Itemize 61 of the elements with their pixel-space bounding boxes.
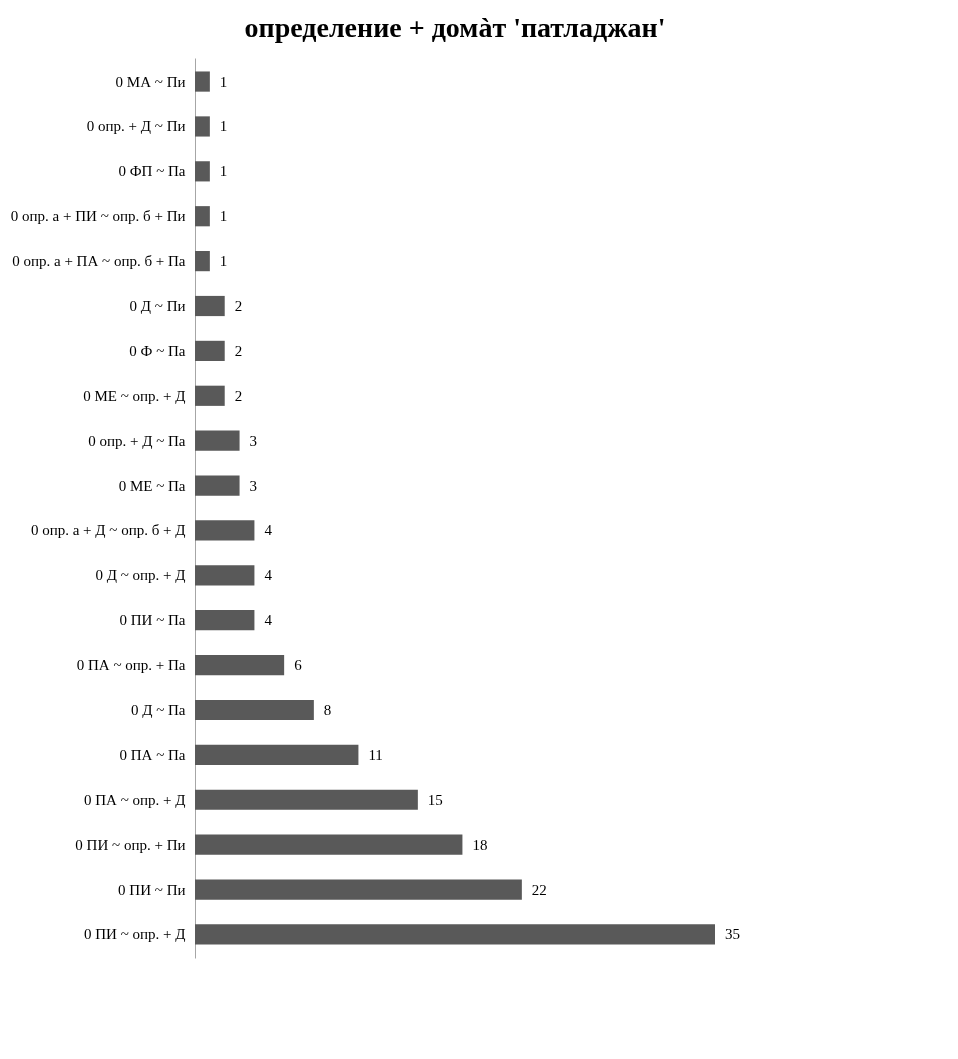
y-tick-label: 0 ПА ~ Па	[119, 746, 186, 763]
data-label: 4	[264, 522, 273, 539]
y-tick-label: 0 ФП ~ Па	[118, 163, 186, 180]
bar	[195, 565, 255, 586]
data-label: 2	[234, 342, 243, 359]
bar	[195, 789, 418, 810]
bar	[195, 879, 522, 900]
data-label: 2	[234, 387, 243, 404]
bar	[195, 71, 210, 92]
bar	[195, 924, 715, 945]
y-tick-label: 0 Д ~ Пи	[129, 298, 186, 315]
data-label: 1	[219, 253, 228, 270]
bar	[195, 430, 240, 451]
data-label: 1	[219, 73, 228, 90]
data-label: 4	[264, 612, 273, 629]
y-tick-label: 0 опр. а + ПА ~ опр. б + Па	[12, 253, 186, 270]
bar	[195, 116, 210, 137]
y-tick-label: 0 ПИ ~ Пи	[118, 881, 186, 898]
bar	[195, 385, 225, 406]
y-tick-label: 0 опр. а + ПИ ~ опр. б + Пи	[10, 208, 186, 225]
bar	[195, 340, 225, 361]
data-label: 3	[249, 432, 258, 449]
data-label: 18	[472, 836, 488, 853]
chart-title: определение + домàт 'патладжан'	[244, 12, 666, 43]
data-label: 6	[294, 657, 303, 674]
data-label: 4	[264, 567, 273, 584]
bar	[195, 610, 255, 631]
data-label: 2	[234, 298, 243, 315]
y-tick-label: 0 опр. а + Д ~ опр. б + Д	[30, 522, 186, 539]
data-label: 11	[368, 746, 383, 763]
y-tick-label: 0 МЕ ~ Па	[118, 477, 186, 494]
y-tick-label: 0 МЕ ~ опр. + Д	[83, 387, 186, 404]
data-label: 22	[531, 881, 547, 898]
bar	[195, 699, 314, 721]
bar	[195, 520, 255, 541]
bar	[195, 475, 240, 496]
bar	[195, 161, 210, 182]
y-tick-label: 0 ПА ~ опр. + Па	[76, 657, 186, 674]
data-label: 1	[219, 208, 228, 225]
y-tick-label: 0 ПИ ~ опр. + Пи	[75, 836, 186, 853]
data-label: 15	[427, 791, 443, 808]
y-tick-label: 0 ПА ~ опр. + Д	[84, 791, 186, 808]
bar	[195, 744, 359, 765]
data-label: 3	[249, 477, 258, 494]
bar	[195, 655, 285, 676]
y-tick-label: 0 Д ~ Па	[130, 701, 186, 718]
data-label: 35	[725, 926, 740, 943]
bar	[195, 206, 210, 227]
y-tick-label: 0 опр. + Д ~ Пи	[86, 118, 186, 135]
y-tick-label: 0 ПИ ~ Па	[119, 612, 186, 629]
data-label: 1	[219, 163, 228, 180]
y-tick-label: 0 МА ~ Пи	[115, 73, 186, 90]
data-label: 8	[323, 701, 332, 718]
y-tick-label: 0 опр. + Д ~ Па	[88, 432, 186, 449]
y-tick-label: 0 ПИ ~ опр. + Д	[84, 926, 186, 943]
y-tick-label: 0 Д ~ опр. + Д	[95, 567, 186, 584]
y-tick-label: 0 Ф ~ Па	[129, 342, 186, 359]
data-label: 1	[219, 118, 228, 135]
bar	[195, 251, 210, 272]
bar	[195, 295, 225, 317]
bar	[195, 834, 463, 855]
